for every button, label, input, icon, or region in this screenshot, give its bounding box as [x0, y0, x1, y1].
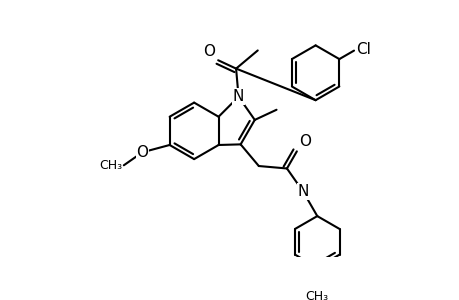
Text: O: O — [299, 134, 311, 149]
Text: N: N — [232, 89, 244, 104]
Text: O: O — [203, 44, 215, 59]
Text: Cl: Cl — [356, 42, 371, 57]
Text: O: O — [136, 145, 148, 160]
Text: CH₃: CH₃ — [99, 159, 122, 172]
Text: CH₃: CH₃ — [305, 290, 328, 300]
Text: N: N — [297, 184, 308, 199]
